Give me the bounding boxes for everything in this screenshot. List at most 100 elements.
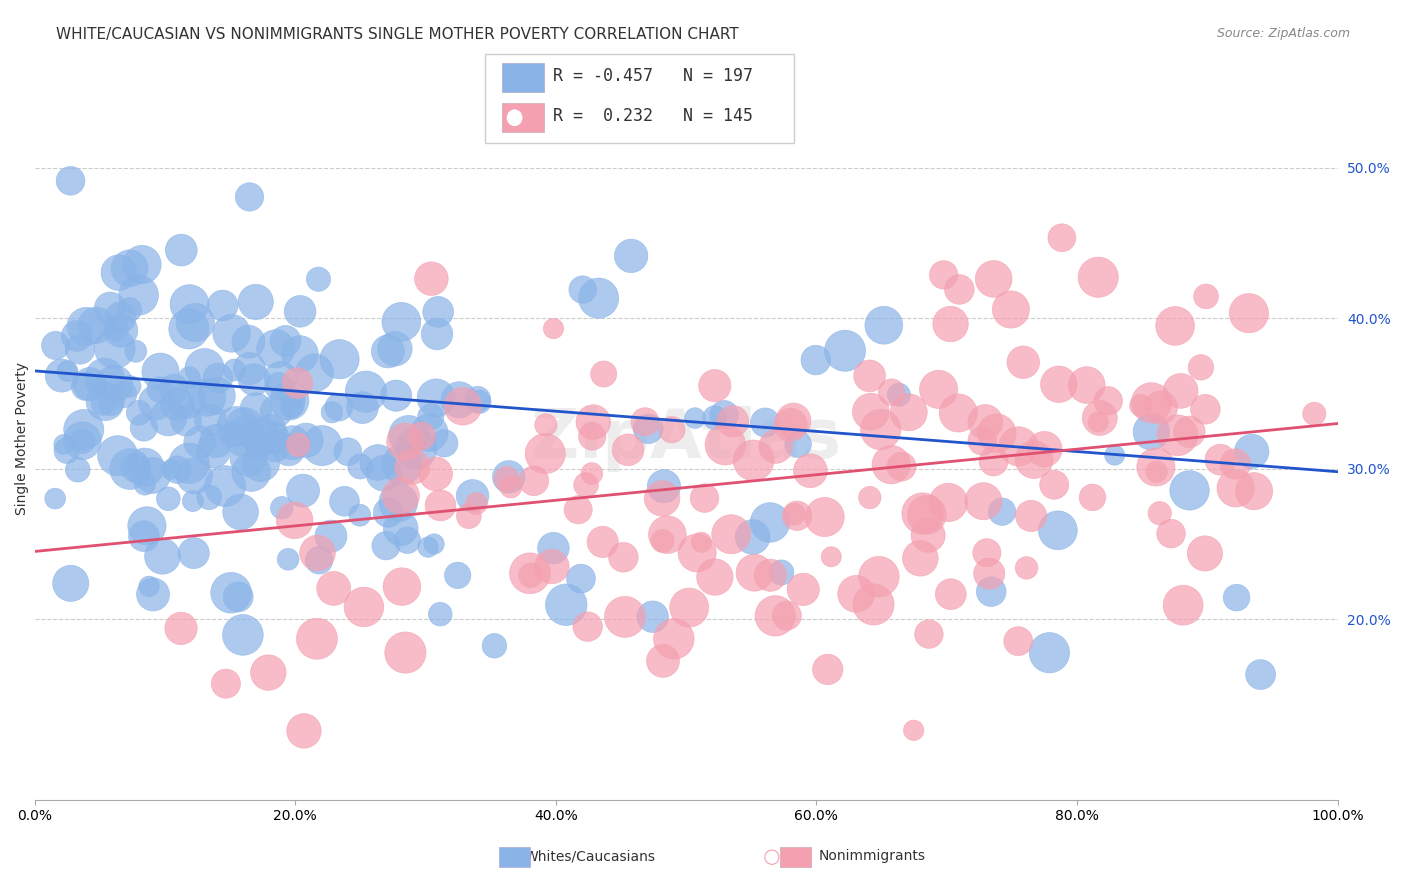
- Point: [240, 465, 263, 479]
- Point: [449, 392, 471, 407]
- Point: [108, 266, 131, 280]
- Point: [986, 426, 1008, 441]
- Point: [205, 389, 228, 403]
- Point: [132, 529, 155, 543]
- Point: [917, 528, 939, 542]
- Point: [274, 334, 297, 348]
- Point: [651, 533, 673, 548]
- Point: [786, 508, 808, 523]
- Point: [770, 566, 793, 580]
- Point: [328, 400, 350, 414]
- Point: [257, 665, 280, 680]
- Point: [281, 398, 304, 412]
- Point: [221, 326, 243, 341]
- Point: [447, 568, 470, 582]
- Point: [495, 472, 517, 486]
- Point: [419, 409, 441, 424]
- Point: [612, 550, 634, 565]
- Point: [425, 391, 447, 405]
- Point: [260, 423, 283, 437]
- Point: [163, 382, 186, 396]
- Point: [179, 456, 201, 470]
- Point: [983, 272, 1005, 286]
- Point: [620, 249, 643, 263]
- Point: [141, 468, 163, 483]
- Point: [1129, 399, 1152, 413]
- Point: [280, 401, 302, 415]
- Point: [880, 458, 903, 472]
- Point: [617, 442, 640, 457]
- Point: [225, 419, 247, 434]
- Point: [523, 474, 546, 488]
- Point: [120, 379, 142, 393]
- Point: [782, 414, 804, 428]
- Point: [45, 338, 67, 352]
- Point: [859, 491, 882, 505]
- Point: [181, 494, 204, 508]
- Point: [349, 508, 371, 523]
- Point: [1022, 452, 1045, 467]
- Point: [263, 439, 285, 453]
- Point: [142, 587, 165, 601]
- Point: [73, 423, 96, 437]
- Point: [183, 468, 205, 483]
- Point: [703, 410, 725, 425]
- Point: [534, 417, 557, 432]
- Point: [1043, 477, 1066, 491]
- Point: [233, 418, 256, 433]
- Point: [250, 456, 273, 470]
- Text: Nonimmigrants: Nonimmigrants: [818, 849, 925, 863]
- Point: [783, 507, 806, 521]
- Point: [567, 502, 589, 516]
- Text: Whites/Caucasians: Whites/Caucasians: [524, 849, 657, 863]
- Point: [307, 546, 329, 560]
- Point: [157, 410, 180, 425]
- Point: [112, 387, 135, 401]
- Point: [1047, 377, 1070, 392]
- Point: [1007, 634, 1029, 648]
- Point: [211, 298, 233, 312]
- Point: [245, 401, 267, 416]
- Point: [869, 422, 891, 436]
- Point: [845, 587, 868, 601]
- Point: [1250, 667, 1272, 681]
- Point: [1038, 646, 1060, 660]
- Point: [915, 508, 938, 522]
- Point: [425, 467, 447, 481]
- Point: [693, 491, 716, 505]
- Point: [1303, 407, 1326, 421]
- Point: [219, 586, 242, 600]
- Point: [862, 598, 884, 612]
- Point: [657, 527, 679, 541]
- Point: [763, 608, 786, 623]
- Point: [124, 460, 146, 475]
- Point: [1171, 598, 1194, 612]
- Point: [396, 533, 419, 548]
- Point: [1209, 452, 1232, 467]
- Point: [423, 537, 446, 551]
- Point: [132, 420, 155, 434]
- Point: [519, 566, 541, 581]
- Point: [264, 342, 287, 356]
- Text: Source: ZipAtlas.com: Source: ZipAtlas.com: [1216, 27, 1350, 40]
- Point: [166, 463, 188, 477]
- Point: [759, 568, 782, 582]
- Point: [776, 608, 799, 623]
- Point: [1164, 318, 1187, 333]
- Point: [468, 395, 491, 409]
- Point: [308, 553, 330, 567]
- Point: [266, 404, 288, 418]
- Point: [105, 322, 128, 336]
- Point: [128, 406, 150, 420]
- Point: [890, 459, 912, 474]
- Point: [59, 174, 82, 188]
- Point: [308, 272, 330, 286]
- Point: [107, 449, 129, 463]
- Point: [759, 516, 782, 530]
- Point: [177, 322, 200, 336]
- Point: [391, 458, 413, 472]
- Point: [661, 423, 683, 437]
- Point: [263, 431, 285, 445]
- Point: [461, 489, 484, 503]
- Point: [270, 371, 292, 385]
